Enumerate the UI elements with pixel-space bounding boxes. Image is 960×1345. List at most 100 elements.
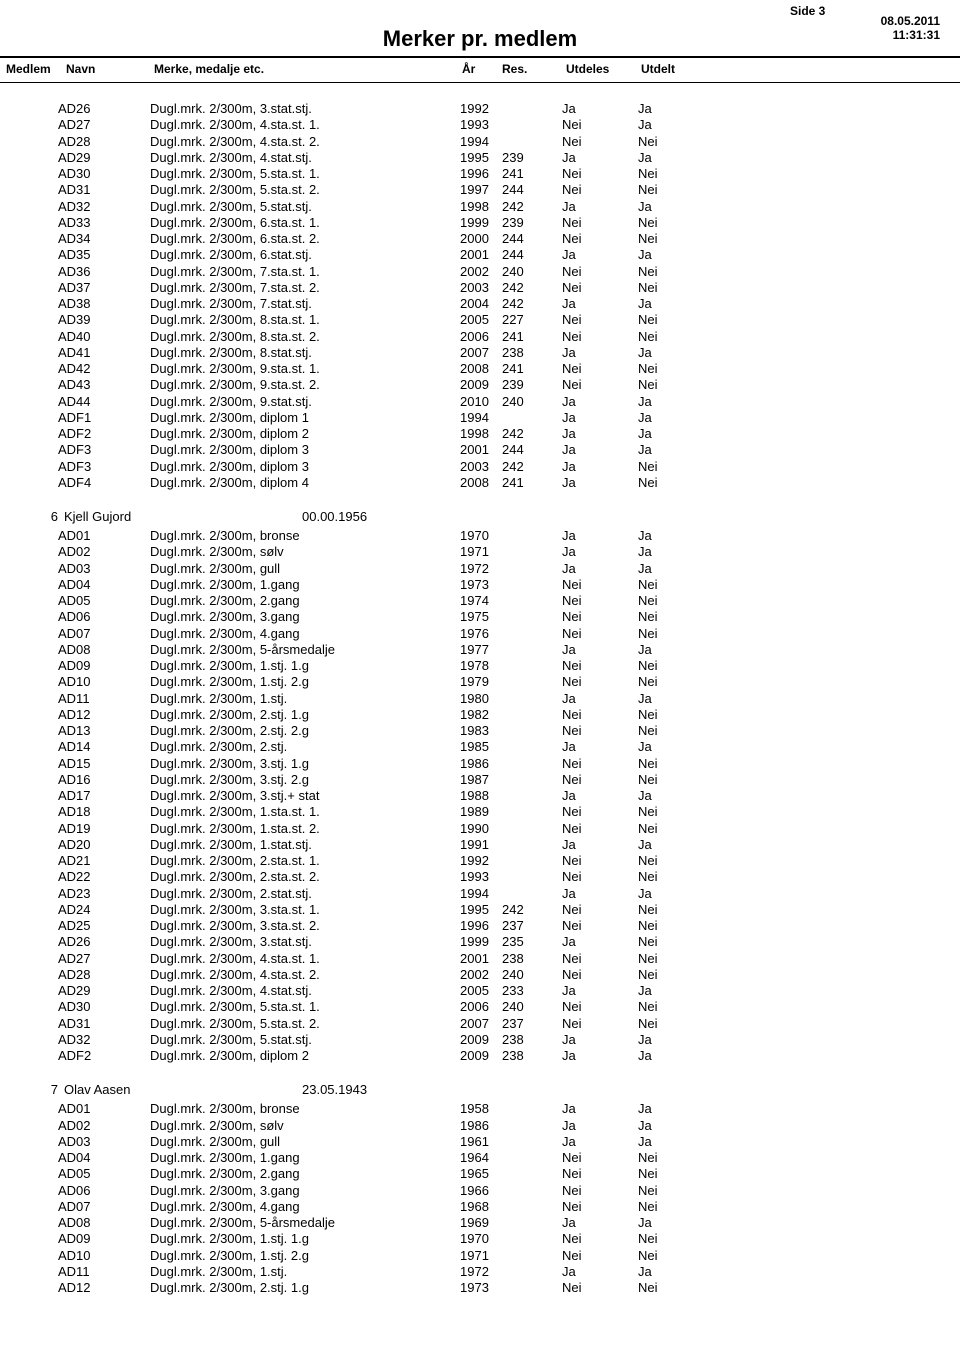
cell-utdeles: Nei: [562, 772, 638, 788]
cell-code: AD32: [58, 199, 150, 215]
cell-merke: Dugl.mrk. 2/300m, 4.sta.st. 2.: [150, 134, 460, 150]
cell-utdelt: Nei: [638, 609, 698, 625]
table-row: AD27Dugl.mrk. 2/300m, 4.sta.st. 1.200123…: [0, 951, 960, 967]
cell-utdelt: Nei: [638, 951, 698, 967]
cell-utdeles: Nei: [562, 264, 638, 280]
cell-merke: Dugl.mrk. 2/300m, 6.sta.st. 2.: [150, 231, 460, 247]
cell-utdeles: Ja: [562, 345, 638, 361]
cell-utdeles: Ja: [562, 247, 638, 263]
cell-ar: 2008: [460, 475, 502, 491]
cell-utdeles: Ja: [562, 426, 638, 442]
cell-utdelt: Nei: [638, 967, 698, 983]
cell-code: AD27: [58, 951, 150, 967]
cell-utdeles: Ja: [562, 150, 638, 166]
cell-res: 237: [502, 918, 562, 934]
cell-utdeles: Ja: [562, 561, 638, 577]
cell-res: 233: [502, 983, 562, 999]
cell-merke: Dugl.mrk. 2/300m, 3.sta.st. 2.: [150, 918, 460, 934]
cell-utdelt: Ja: [638, 1101, 698, 1117]
cell-utdelt: Nei: [638, 1166, 698, 1182]
cell-code: AD37: [58, 280, 150, 296]
cell-merke: Dugl.mrk. 2/300m, 1.stj.: [150, 691, 460, 707]
cell-utdelt: Ja: [638, 1134, 698, 1150]
cell-ar: 1980: [460, 691, 502, 707]
table-row: AD39Dugl.mrk. 2/300m, 8.sta.st. 1.200522…: [0, 312, 960, 328]
cell-ar: 2010: [460, 394, 502, 410]
cell-res: 238: [502, 345, 562, 361]
cell-code: AD03: [58, 1134, 150, 1150]
cell-res: 244: [502, 247, 562, 263]
cell-code: AD04: [58, 1150, 150, 1166]
cell-res: [502, 837, 562, 853]
cell-code: AD15: [58, 756, 150, 772]
cell-code: AD13: [58, 723, 150, 739]
table-row: AD03Dugl.mrk. 2/300m, gull1972JaJa: [0, 561, 960, 577]
cell-code: ADF2: [58, 1048, 150, 1064]
cell-utdeles: Nei: [562, 1183, 638, 1199]
cell-utdeles: Nei: [562, 312, 638, 328]
member-header-line: 6Kjell Gujord00.00.1956: [0, 509, 960, 524]
cell-utdeles: Ja: [562, 1264, 638, 1280]
cell-utdelt: Ja: [638, 544, 698, 560]
cell-utdeles: Nei: [562, 1248, 638, 1264]
cell-res: 242: [502, 426, 562, 442]
cell-utdeles: Ja: [562, 739, 638, 755]
cell-ar: 1983: [460, 723, 502, 739]
cell-res: [502, 1199, 562, 1215]
cell-code: AD31: [58, 1016, 150, 1032]
table-row: AD09Dugl.mrk. 2/300m, 1.stj. 1.g1978NeiN…: [0, 658, 960, 674]
cell-code: AD16: [58, 772, 150, 788]
member-dob: 23.05.1943: [302, 1082, 422, 1097]
cell-utdelt: Ja: [638, 426, 698, 442]
cell-utdeles: Nei: [562, 329, 638, 345]
cell-code: AD05: [58, 1166, 150, 1182]
table-row: AD42Dugl.mrk. 2/300m, 9.sta.st. 1.200824…: [0, 361, 960, 377]
cell-code: AD25: [58, 918, 150, 934]
cell-code: AD22: [58, 869, 150, 885]
cell-utdelt: Nei: [638, 182, 698, 198]
cell-merke: Dugl.mrk. 2/300m, gull: [150, 1134, 460, 1150]
cell-ar: 1986: [460, 1118, 502, 1134]
table-row: AD40Dugl.mrk. 2/300m, 8.sta.st. 2.200624…: [0, 329, 960, 345]
cell-ar: 1977: [460, 642, 502, 658]
header-ar: År: [462, 62, 502, 76]
cell-utdelt: Ja: [638, 394, 698, 410]
cell-utdelt: Nei: [638, 459, 698, 475]
cell-utdelt: Nei: [638, 804, 698, 820]
cell-utdelt: Nei: [638, 593, 698, 609]
cell-utdelt: Ja: [638, 983, 698, 999]
cell-utdelt: Nei: [638, 166, 698, 182]
member-section: 7Olav Aasen23.05.1943AD01Dugl.mrk. 2/300…: [0, 1082, 960, 1296]
table-row: AD06Dugl.mrk. 2/300m, 3.gang1966NeiNei: [0, 1183, 960, 1199]
cell-ar: 1966: [460, 1183, 502, 1199]
cell-res: 242: [502, 902, 562, 918]
cell-res: 238: [502, 951, 562, 967]
cell-ar: 1958: [460, 1101, 502, 1117]
cell-merke: Dugl.mrk. 2/300m, 7.stat.stj.: [150, 296, 460, 312]
cell-merke: Dugl.mrk. 2/300m, diplom 1: [150, 410, 460, 426]
cell-ar: 1965: [460, 1166, 502, 1182]
cell-merke: Dugl.mrk. 2/300m, sølv: [150, 1118, 460, 1134]
cell-merke: Dugl.mrk. 2/300m, 1.gang: [150, 1150, 460, 1166]
cell-ar: 1994: [460, 410, 502, 426]
cell-utdeles: Nei: [562, 999, 638, 1015]
cell-merke: Dugl.mrk. 2/300m, bronse: [150, 1101, 460, 1117]
table-row: AD27Dugl.mrk. 2/300m, 4.sta.st. 1.1993Ne…: [0, 117, 960, 133]
cell-utdelt: Nei: [638, 377, 698, 393]
cell-utdeles: Nei: [562, 577, 638, 593]
cell-res: [502, 1215, 562, 1231]
cell-ar: 2009: [460, 1032, 502, 1048]
table-row: AD25Dugl.mrk. 2/300m, 3.sta.st. 2.199623…: [0, 918, 960, 934]
cell-utdelt: Nei: [638, 1280, 698, 1296]
cell-ar: 1973: [460, 577, 502, 593]
table-row: ADF3Dugl.mrk. 2/300m, diplom 32003242JaN…: [0, 459, 960, 475]
cell-res: 241: [502, 361, 562, 377]
table-row: AD26Dugl.mrk. 2/300m, 3.stat.stj.1999235…: [0, 934, 960, 950]
cell-utdeles: Nei: [562, 361, 638, 377]
cell-res: [502, 853, 562, 869]
cell-ar: 1969: [460, 1215, 502, 1231]
cell-res: [502, 117, 562, 133]
cell-code: AD08: [58, 1215, 150, 1231]
cell-utdelt: Nei: [638, 1248, 698, 1264]
cell-res: [502, 772, 562, 788]
